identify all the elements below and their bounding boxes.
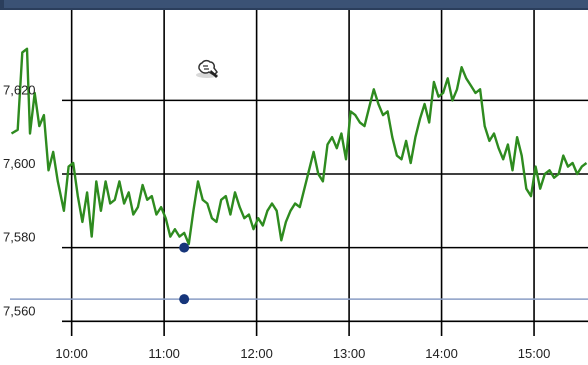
y-tick-label: 7,560 [3,303,36,318]
x-tick-label: 15:00 [518,346,551,361]
y-tick-label: 7,620 [3,82,36,97]
x-axis-ticks: 10:00 11:00 12:00 13:00 14:00 15:00 [55,346,550,361]
price-line [10,47,588,246]
x-tick-label: 10:00 [55,346,88,361]
markers [179,242,190,305]
y-tick-label: 7,580 [3,230,36,245]
hand-pointer-icon[interactable] [196,59,218,78]
marker-point-1[interactable] [179,294,190,305]
y-tick-label: 7,600 [3,156,36,171]
x-tick-label: 12:00 [240,346,273,361]
x-tick-label: 11:00 [148,346,180,361]
header-bar-inner [4,0,588,8]
y-axis-ticks: 7,560 7,580 7,600 7,620 [3,82,36,318]
marker-point-0[interactable] [179,242,190,253]
x-tick-label: 14:00 [425,346,458,361]
x-tick-label: 13:00 [333,346,366,361]
